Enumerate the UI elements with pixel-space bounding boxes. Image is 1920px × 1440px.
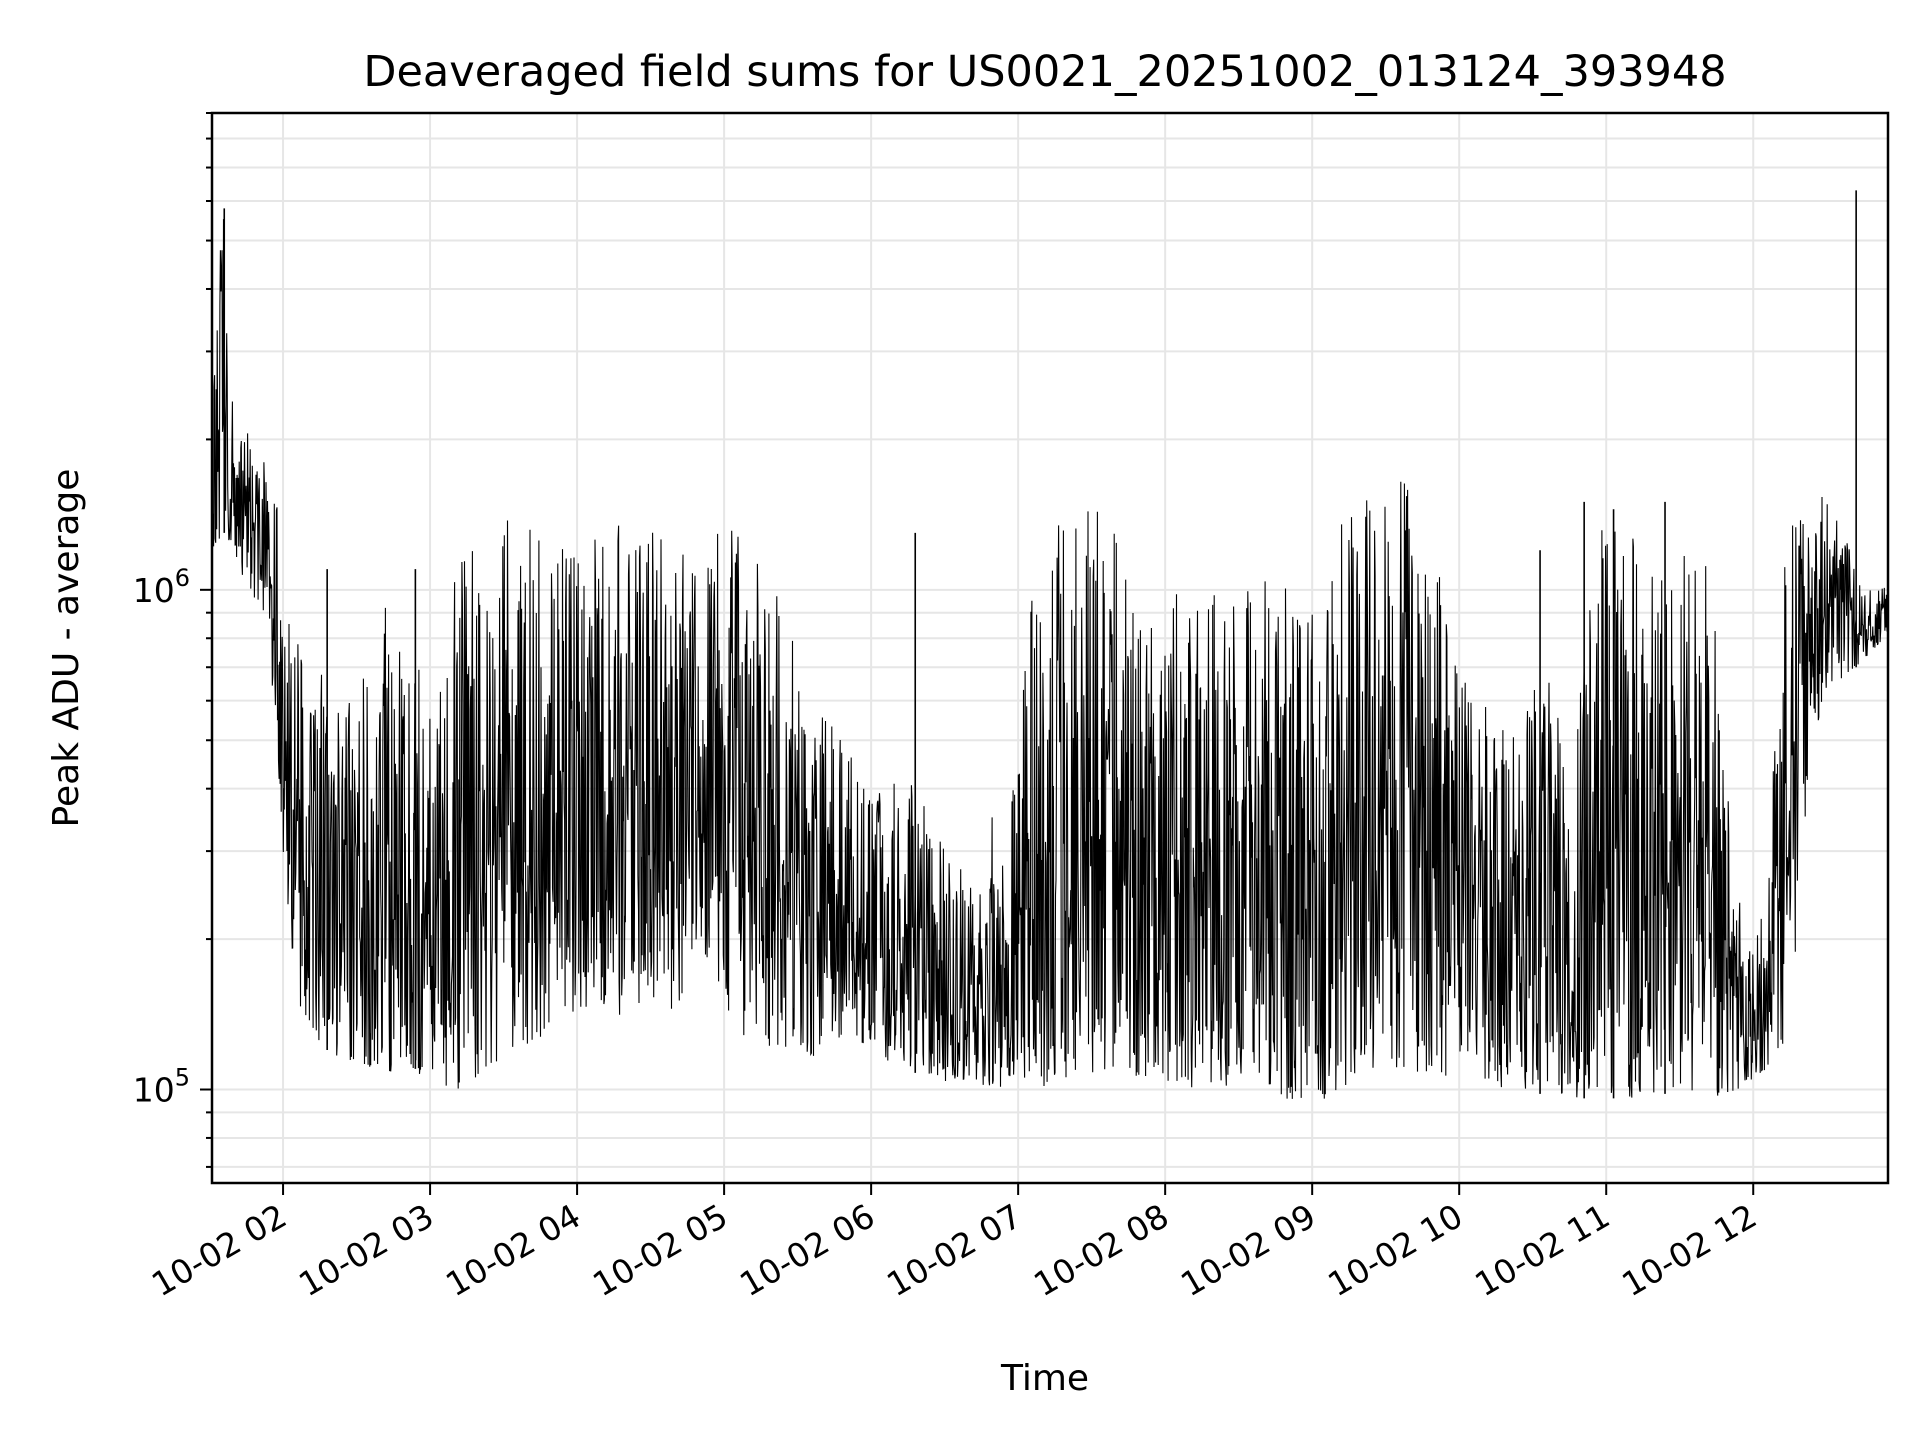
plot-frame [210, 111, 1890, 1185]
plot-data [211, 190, 1889, 1099]
series-line [211, 219, 1889, 1099]
y-axis-label: Peak ADU - average [46, 469, 87, 828]
y-tick-label: 106 [133, 564, 190, 610]
y-tick-label: 105 [133, 1064, 190, 1110]
y-axis: 105 106 [133, 112, 212, 1168]
chart-title: Deaveraged field sums for US0021_2025100… [363, 47, 1726, 97]
x-axis-label: Time [1000, 1358, 1089, 1399]
